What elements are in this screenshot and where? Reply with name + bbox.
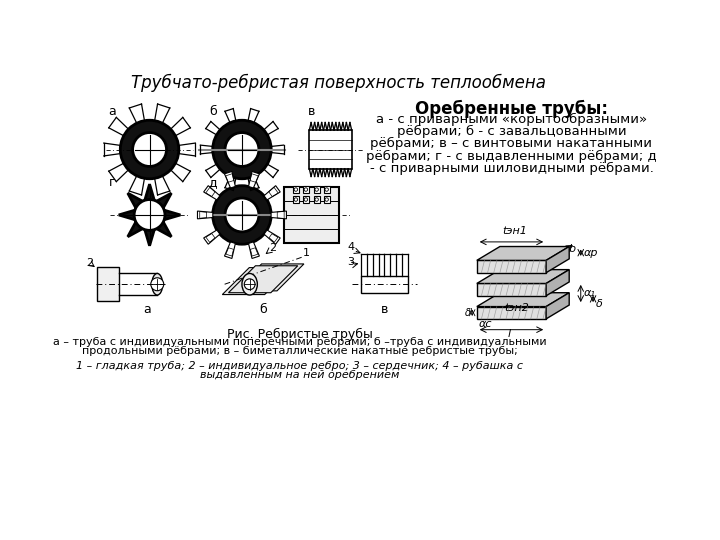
Text: д: д: [209, 176, 217, 188]
Bar: [314, 195, 320, 204]
Polygon shape: [264, 230, 280, 244]
Ellipse shape: [152, 273, 163, 295]
Text: tэн2: tэн2: [505, 303, 529, 313]
Polygon shape: [264, 186, 280, 200]
Text: а – труба с индивидуальными поперечными рёбрами; б –труба с индивидуальными: а – труба с индивидуальными поперечными …: [53, 338, 546, 347]
Polygon shape: [248, 171, 259, 188]
Text: Рис. Ребристые трубы: Рис. Ребристые трубы: [227, 328, 373, 341]
Circle shape: [212, 186, 271, 244]
Circle shape: [225, 198, 259, 232]
Polygon shape: [225, 242, 235, 259]
Bar: [303, 186, 309, 193]
Text: l: l: [508, 329, 510, 339]
Text: 4: 4: [348, 241, 354, 252]
Text: рёбрами; г - с выдавленными рёбрами; д: рёбрами; г - с выдавленными рёбрами; д: [366, 150, 657, 163]
Bar: [323, 186, 330, 193]
Polygon shape: [477, 284, 546, 296]
Text: 2: 2: [86, 258, 94, 268]
Circle shape: [212, 120, 271, 179]
Polygon shape: [271, 211, 287, 219]
Circle shape: [132, 132, 166, 166]
Text: 1 – гладкая труба; 2 – индивидуальное ребро; 3 – сердечник; 4 – рубашка с: 1 – гладкая труба; 2 – индивидуальное ре…: [76, 361, 523, 372]
Polygon shape: [477, 260, 546, 273]
Polygon shape: [222, 268, 292, 294]
Text: 3: 3: [348, 257, 354, 267]
Text: δ: δ: [596, 299, 603, 309]
Polygon shape: [204, 230, 220, 244]
Text: 1: 1: [302, 248, 310, 258]
Text: рёбрами; б - с завальцованными: рёбрами; б - с завальцованными: [397, 125, 626, 138]
Polygon shape: [546, 269, 570, 296]
Text: б: б: [259, 303, 266, 316]
Polygon shape: [546, 247, 570, 273]
Text: выдавленным на ней оребрением: выдавленным на ней оребрением: [200, 370, 400, 380]
Text: Трубчато-ребристая поверхность теплообмена: Трубчато-ребристая поверхность теплообме…: [131, 74, 546, 92]
Text: в: в: [381, 303, 388, 316]
Text: а - с приварными «корытообразными»: а - с приварными «корытообразными»: [376, 112, 647, 126]
Text: г: г: [109, 176, 115, 188]
Text: в: в: [307, 105, 315, 118]
Text: - с приварными шиловидными рёбрами.: - с приварными шиловидными рёбрами.: [369, 162, 653, 175]
Text: а: а: [109, 105, 117, 118]
Text: рёбрами; в – с винтовыми накатанными: рёбрами; в – с винтовыми накатанными: [371, 137, 652, 150]
Bar: [293, 186, 299, 193]
Text: αр: αр: [584, 248, 598, 258]
Circle shape: [150, 278, 163, 291]
Polygon shape: [248, 242, 259, 259]
Polygon shape: [197, 211, 213, 219]
Text: b: b: [568, 244, 575, 254]
Bar: [314, 186, 320, 193]
Ellipse shape: [242, 273, 257, 295]
Bar: [310, 130, 351, 168]
Bar: [323, 195, 330, 204]
Polygon shape: [204, 186, 220, 200]
Polygon shape: [477, 293, 570, 307]
Text: α₁: α₁: [584, 288, 595, 299]
Text: а: а: [143, 303, 151, 316]
Polygon shape: [225, 171, 235, 188]
Circle shape: [225, 132, 259, 166]
Bar: [293, 195, 299, 204]
Bar: [284, 187, 339, 242]
Circle shape: [244, 279, 255, 289]
Text: продольными рёбрами; в – биметаллические накатные ребристые трубы;: продольными рёбрами; в – биметаллические…: [82, 346, 518, 356]
Polygon shape: [119, 184, 180, 246]
Text: tэн1: tэн1: [503, 226, 527, 236]
Text: б: б: [209, 105, 217, 118]
Bar: [97, 267, 119, 301]
Circle shape: [120, 120, 179, 179]
Polygon shape: [546, 293, 570, 319]
Circle shape: [134, 200, 165, 231]
Text: δ': δ': [464, 308, 473, 318]
Polygon shape: [477, 247, 570, 260]
Bar: [361, 276, 408, 293]
Polygon shape: [477, 269, 570, 284]
Text: Оребренные трубы:: Оребренные трубы:: [415, 99, 608, 118]
Text: αс: αс: [478, 319, 492, 329]
Polygon shape: [477, 307, 546, 319]
Text: 2: 2: [269, 243, 276, 253]
Polygon shape: [235, 264, 304, 291]
Bar: [303, 195, 309, 204]
Polygon shape: [228, 266, 298, 293]
